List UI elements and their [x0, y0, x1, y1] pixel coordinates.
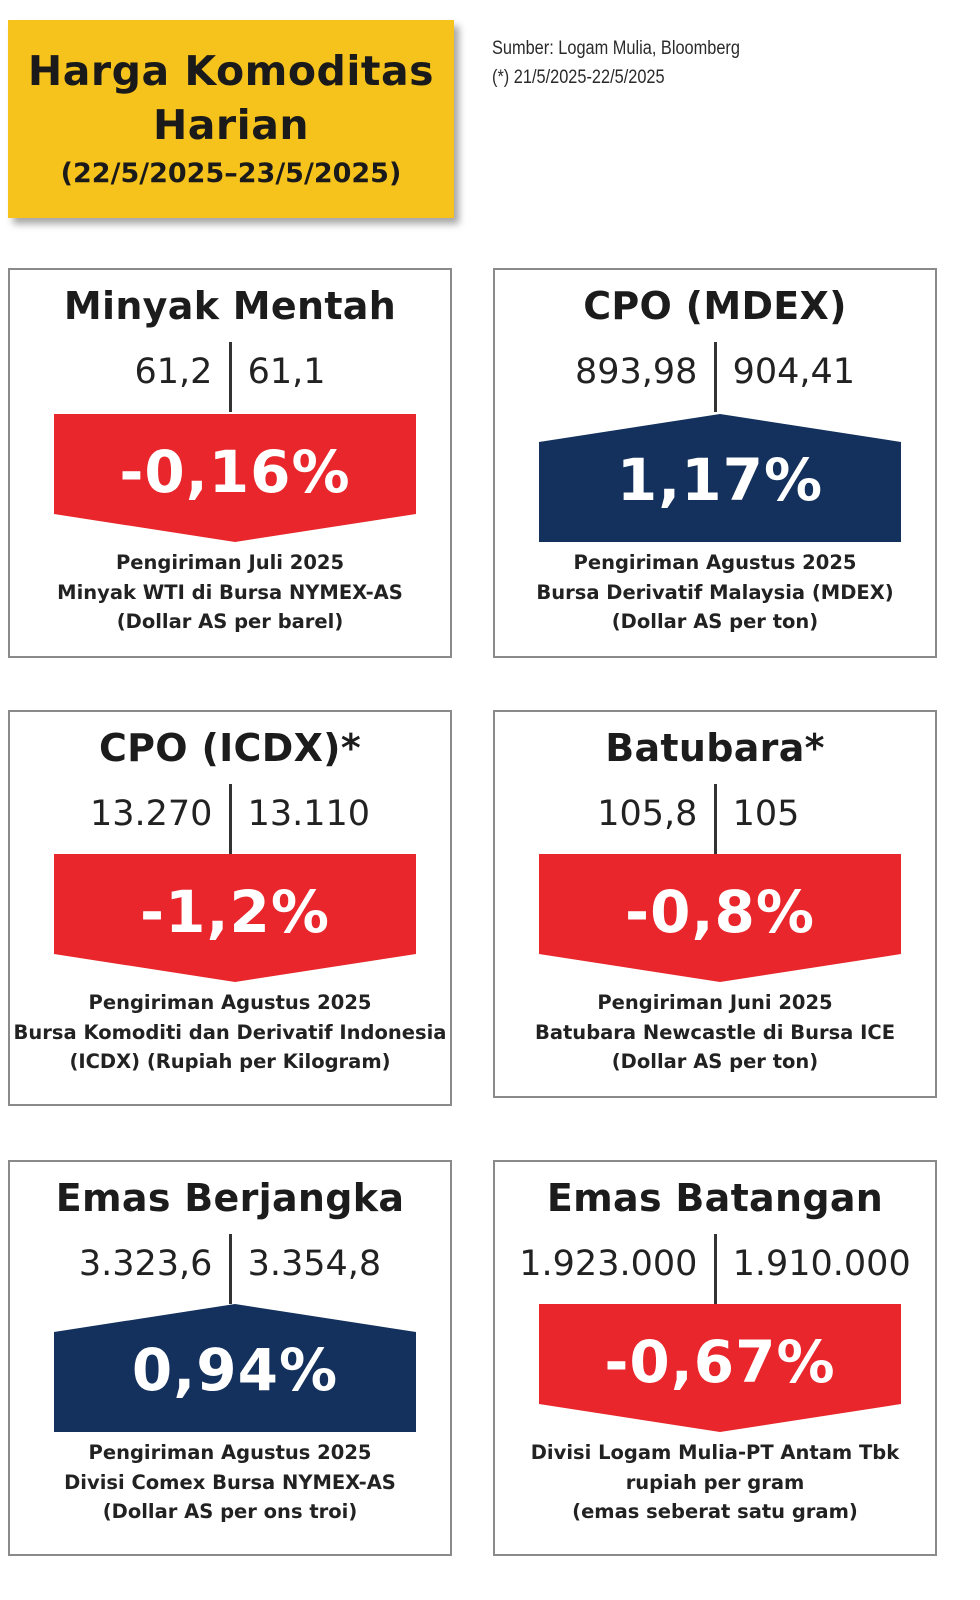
change-badge: -0,16% — [54, 414, 416, 542]
commodity-description: Pengiriman Agustus 2025 Bursa Komoditi da… — [10, 988, 450, 1077]
description-line: Pengiriman Agustus 2025 — [88, 991, 372, 1014]
change-percent: -0,8% — [625, 878, 815, 946]
description-line: Bursa Derivatif Malaysia (MDEX) — [536, 580, 894, 604]
change-badge: 0,94% — [54, 1304, 416, 1432]
arrow-down-shape — [54, 854, 416, 982]
description-line: Batubara Newcastle di Bursa ICE — [534, 1020, 896, 1044]
commodity-card: CPO (MDEX) 893,98 904,41 1,17% Pengiriman Ag… — [493, 268, 937, 658]
commodity-card: Minyak Mentah 61,2 61,1 -0,16% Pengiriman Ju… — [8, 268, 452, 658]
description-line: Minyak WTI di Bursa NYMEX-AS — [57, 580, 403, 604]
description-line: Divisi Logam Mulia-PT Antam Tbk — [530, 1441, 900, 1464]
change-badge: -0,8% — [539, 854, 901, 982]
description-line: Pengiriman Agustus 2025 — [88, 1441, 372, 1464]
price-divider — [229, 784, 232, 854]
commodity-description: Pengiriman Juni 2025 Batubara Newcastle d… — [495, 988, 935, 1077]
description-line: Pengiriman Juli 2025 — [115, 551, 345, 574]
arrow-up-shape — [54, 1304, 416, 1432]
description-line: (Dollar AS per ton) — [611, 610, 819, 633]
commodity-card: CPO (ICDX)* 13.270 13.110 -1,2% Pengiriman A… — [8, 710, 452, 1106]
current-price: 3.354,8 — [247, 1244, 382, 1284]
commodity-card: Batubara* 105,8 105 -0,8% Pengiriman Juni 20… — [493, 710, 937, 1098]
price-row: 13.270 13.110 — [10, 784, 450, 854]
description-line: (ICDX) (Rupiah per Kilogram) — [69, 1050, 391, 1073]
description-line: Pengiriman Juni 2025 — [597, 991, 833, 1014]
change-badge: 1,17% — [539, 414, 901, 542]
previous-price: 893,98 — [574, 352, 698, 392]
commodity-description: Divisi Logam Mulia-PT Antam Tbk rupiah pe… — [495, 1438, 935, 1527]
previous-price: 105,8 — [597, 794, 698, 834]
price-row: 1.923.000 1.910.000 — [495, 1234, 935, 1304]
price-divider — [229, 342, 232, 412]
previous-price: 61,2 — [134, 352, 213, 392]
price-row: 61,2 61,1 — [10, 342, 450, 412]
commodity-name: Minyak Mentah — [63, 284, 397, 328]
commodity-name: CPO (MDEX) — [583, 284, 847, 328]
source-footnote: (*) 21/5/2025-22/5/2025 — [492, 67, 665, 88]
page-title-line2: Harian — [152, 101, 310, 149]
commodity-card: Emas Berjangka 3.323,6 3.354,8 0,94% Pengiri… — [8, 1160, 452, 1556]
arrow-down-shape — [539, 1304, 901, 1432]
source-line: Sumber: Logam Mulia, Bloomberg — [492, 38, 740, 59]
change-badge: -0,67% — [539, 1304, 901, 1432]
price-divider — [229, 1234, 232, 1304]
previous-price: 1.923.000 — [519, 1244, 698, 1284]
arrow-down-shape — [54, 414, 416, 542]
description-line: rupiah per gram — [625, 1470, 805, 1494]
previous-price: 3.323,6 — [78, 1244, 213, 1284]
description-line: (emas seberat satu gram) — [572, 1500, 858, 1523]
current-price: 105 — [732, 794, 800, 834]
change-percent: -0,16% — [119, 438, 351, 506]
header-title-box: Harga Komoditas Harian (22/5/2025–23/5/2… — [8, 20, 454, 218]
change-percent: -0,67% — [604, 1328, 836, 1396]
current-price: 1.910.000 — [732, 1244, 911, 1284]
current-price: 904,41 — [732, 352, 856, 392]
price-divider — [714, 784, 717, 854]
price-row: 893,98 904,41 — [495, 342, 935, 412]
current-price: 61,1 — [247, 352, 326, 392]
price-divider — [714, 1234, 717, 1304]
change-percent: 0,94% — [131, 1336, 339, 1404]
description-line: Divisi Comex Bursa NYMEX-AS — [64, 1470, 396, 1494]
arrow-up-shape — [539, 414, 901, 542]
price-row: 105,8 105 — [495, 784, 935, 854]
arrow-down-shape — [539, 854, 901, 982]
description-line: (Dollar AS per ons troi) — [102, 1500, 358, 1523]
commodity-name: CPO (ICDX)* — [98, 726, 362, 770]
change-percent: 1,17% — [616, 446, 824, 514]
commodity-name: Emas Berjangka — [55, 1176, 405, 1220]
current-price: 13.110 — [247, 794, 371, 834]
description-line: Pengiriman Agustus 2025 — [573, 551, 857, 574]
commodity-description: Pengiriman Agustus 2025 Divisi Comex Burs… — [10, 1438, 450, 1527]
change-badge: -1,2% — [54, 854, 416, 982]
description-line: (Dollar AS per barel) — [116, 610, 344, 633]
description-line: Bursa Komoditi dan Derivatif Indonesia — [13, 1020, 447, 1044]
commodity-name: Emas Batangan — [546, 1176, 884, 1220]
source-note: Sumber: Logam Mulia, Bloomberg (*) 21/5/… — [492, 34, 740, 92]
description-line: (Dollar AS per ton) — [611, 1050, 819, 1073]
change-percent: -1,2% — [140, 878, 330, 946]
commodity-name: Batubara* — [605, 726, 825, 770]
price-divider — [714, 342, 717, 412]
previous-price: 13.270 — [89, 794, 213, 834]
commodity-description: Pengiriman Juli 2025 Minyak WTI di Bursa … — [10, 548, 450, 637]
commodity-description: Pengiriman Agustus 2025 Bursa Derivatif M… — [495, 548, 935, 637]
page-date-range: (22/5/2025–23/5/2025) — [60, 158, 402, 189]
price-row: 3.323,6 3.354,8 — [10, 1234, 450, 1304]
page-title-line1: Harga Komoditas — [27, 47, 435, 95]
commodity-card: Emas Batangan 1.923.000 1.910.000 -0,67% Div… — [493, 1160, 937, 1556]
